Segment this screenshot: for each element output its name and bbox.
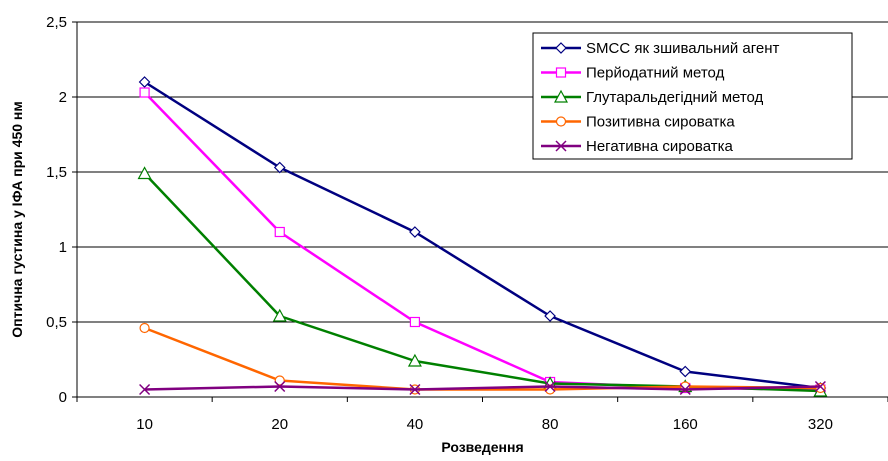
data-point [814, 380, 826, 393]
data-point [139, 322, 150, 334]
y-axis-title: Оптична густина у ІФА при 450 нм [9, 101, 25, 337]
data-point [409, 383, 421, 396]
legend-marker [555, 67, 567, 78]
series-layer [137, 76, 828, 397]
y-tick-label: 2 [59, 89, 67, 106]
series-3 [137, 166, 828, 397]
x-tick-label: 40 [407, 416, 424, 433]
data-point [138, 76, 151, 88]
x-axis-title: Розведення [441, 439, 523, 455]
legend-marker [555, 140, 567, 152]
data-point [544, 310, 556, 322]
legend-item: Глутаральдегідний метод [541, 89, 764, 106]
y-tick-label: 1,5 [46, 164, 67, 181]
legend-label: Позитивна сироватка [586, 114, 735, 131]
legend-item: SMCC як зшивальний агент [541, 40, 780, 57]
legend-box [532, 32, 853, 160]
data-point [274, 380, 286, 393]
data-point [544, 380, 556, 393]
data-point [273, 161, 286, 174]
x-tick-label: 10 [136, 416, 153, 433]
series-line [144, 326, 821, 391]
y-tick-labels: 0 0,5 1 1,5 2 2,5 [46, 14, 67, 406]
legend-marker [553, 89, 569, 103]
legend-label: Перйодатний метод [586, 65, 725, 82]
data-point [815, 382, 826, 394]
data-point [274, 226, 285, 238]
data-point [407, 353, 422, 367]
y-tick-label: 0,5 [46, 314, 67, 331]
data-point [139, 383, 151, 396]
series-5 [139, 380, 826, 396]
legend-label: Негативна сироватка [586, 138, 733, 155]
legend-marker [555, 116, 567, 127]
series-4 [139, 322, 826, 395]
legend-item: Позитивна сироватка [541, 114, 735, 131]
series-line [143, 80, 821, 390]
legend-label: SMCC як зшивальний агент [586, 40, 780, 57]
x-tick-label: 160 [673, 416, 698, 433]
x-tick-label: 80 [542, 416, 559, 433]
series-line [143, 172, 821, 393]
y-tick-label: 1 [59, 239, 67, 256]
axes [72, 21, 888, 402]
x-tick-label: 20 [271, 416, 288, 433]
x-tick-labels: 10 20 40 80 160 320 [136, 416, 833, 433]
data-point [409, 316, 421, 328]
data-point [137, 166, 152, 180]
data-point [679, 383, 691, 396]
x-tick-label: 320 [808, 416, 833, 433]
legend-marker [555, 42, 567, 54]
data-point [274, 375, 285, 386]
data-point [139, 87, 150, 98]
y-tick-label: 0 [59, 389, 67, 406]
series-line [144, 385, 821, 391]
data-point [409, 226, 421, 238]
data-point [679, 365, 692, 378]
legend-item: Негативна сироватка [541, 138, 733, 155]
legend-label: Глутаральдегідний метод [586, 89, 764, 106]
legend-item: Перйодатний метод [541, 65, 725, 82]
legend: SMCC як зшивальний агент Перйодатний мето… [532, 32, 853, 160]
data-point [272, 308, 287, 322]
series-1 [138, 76, 827, 394]
y-tick-label: 2,5 [46, 14, 67, 31]
